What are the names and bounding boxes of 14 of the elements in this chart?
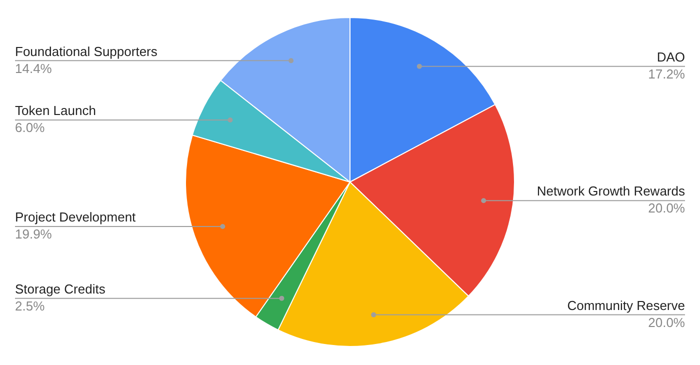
data-label: 20.0% [648,314,686,330]
slice-label: Foundational Supporters [15,44,158,59]
data-label: 14.4% [15,60,52,76]
data-label: 2.5% [15,298,46,314]
data-label: 20.0% [648,200,686,216]
slice-label: Community Reserve [567,298,685,313]
slice-label: Storage Credits [15,281,106,296]
slice-label: Project Development [15,210,136,225]
slice-label: Token Launch [15,103,96,118]
data-label: 17.2% [648,66,686,82]
data-label: 19.9% [15,226,52,242]
slice-label: Network Growth Rewards [536,184,686,199]
slice-label: DAO [656,49,685,64]
data-label: 6.0% [15,120,46,136]
